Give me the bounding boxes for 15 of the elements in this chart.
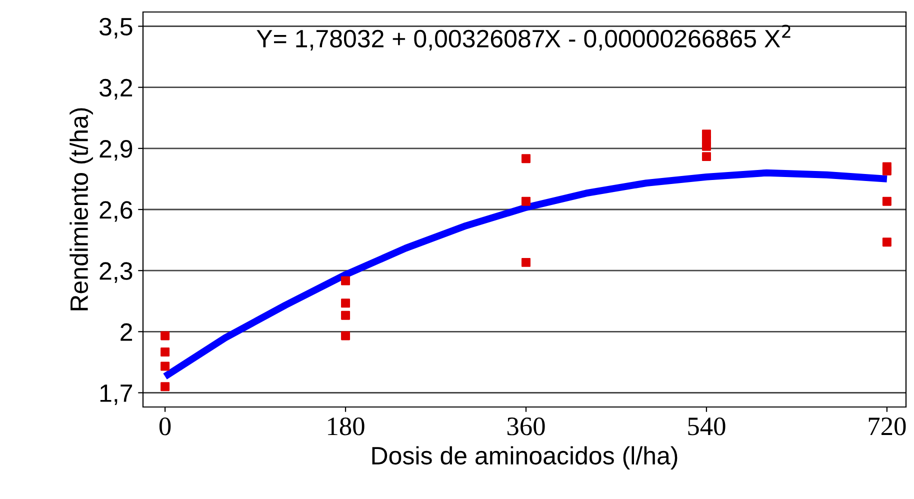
y-tick-label: 2,3 xyxy=(100,262,132,283)
x-tick-label: 180 xyxy=(328,417,364,436)
annotation: Y= 1,78032 + 0,00326087X - 0,00000266865 X$^{2}$ xyxy=(256,24,790,50)
y-tick-label: 3,2 xyxy=(99,78,132,100)
y-tick-label: 2,9 xyxy=(100,140,132,161)
y-tick-label: 1,7 xyxy=(100,384,132,406)
y-tick-label: 2,6 xyxy=(100,201,132,222)
x-tick-label: 0 xyxy=(159,417,171,436)
y-tick-label: 3,5 xyxy=(99,18,132,39)
y-axis-title: Rendimiento (t/ha) xyxy=(70,108,93,310)
x-tick-label: 360 xyxy=(507,417,545,436)
y-tick-label: 2 xyxy=(120,323,132,341)
x-axis-title: Dosis de aminoacidos (l/ha) xyxy=(372,446,678,470)
x-tick-label: 540 xyxy=(688,417,726,436)
x-tick-label: 720 xyxy=(868,417,906,436)
